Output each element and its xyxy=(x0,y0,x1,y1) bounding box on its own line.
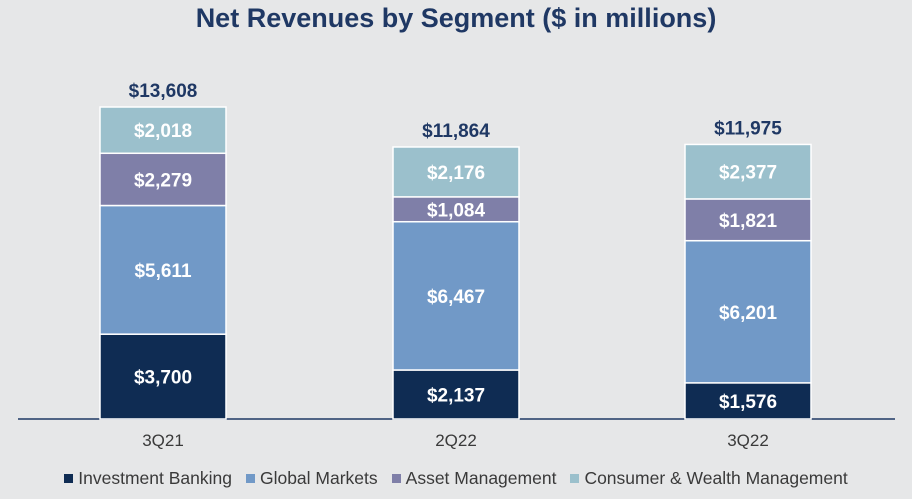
data-label: $3,700 xyxy=(134,368,192,389)
legend-label: Consumer & Wealth Management xyxy=(584,468,848,488)
bar-segment-global-markets-2q22 xyxy=(392,220,520,371)
legend-label: Investment Banking xyxy=(78,468,232,488)
bar-segment-consumer-wealth-management-2q22 xyxy=(392,146,520,198)
bar-segment-consumer-wealth-management-3q22 xyxy=(684,143,812,200)
legend-label: Global Markets xyxy=(259,468,378,488)
legend-label: Asset Management xyxy=(405,468,557,488)
data-label: $5,611 xyxy=(134,261,191,282)
bar-segment-investment-banking-2q22 xyxy=(392,369,520,420)
bar-segment-asset-management-2q22 xyxy=(392,196,520,223)
total-label: $11,975 xyxy=(714,118,782,139)
legend-swatch xyxy=(64,474,74,483)
bar-segment-investment-banking-3q22 xyxy=(684,382,812,420)
data-label: $2,137 xyxy=(427,386,485,407)
x-tick-label: 3Q22 xyxy=(727,431,769,450)
legend-item: Consumer & Wealth Management xyxy=(570,468,848,489)
bar-segment-investment-banking-3q21 xyxy=(99,333,227,420)
legend-swatch xyxy=(391,474,401,483)
bar-segment-asset-management-3q22 xyxy=(684,198,812,242)
legend-swatch xyxy=(245,474,255,483)
data-label: $6,467 xyxy=(427,287,485,308)
data-label: $2,377 xyxy=(719,163,777,184)
data-label: $1,084 xyxy=(427,200,486,221)
total-label: $11,864 xyxy=(422,121,490,142)
data-label: $2,018 xyxy=(134,121,192,142)
legend-item: Asset Management xyxy=(391,468,557,489)
data-label: $2,279 xyxy=(134,170,192,191)
x-tick-label: 2Q22 xyxy=(435,431,477,450)
legend-swatch xyxy=(570,474,580,483)
chart-title: Net Revenues by Segment ($ in millions) xyxy=(195,3,717,33)
legend-item: Global Markets xyxy=(245,468,378,489)
bar-segment-consumer-wealth-management-3q21 xyxy=(99,106,227,155)
data-label: $2,176 xyxy=(427,163,485,184)
x-tick-label: 3Q21 xyxy=(142,431,184,450)
data-label: $1,821 xyxy=(719,211,778,232)
data-label: $6,201 xyxy=(719,303,778,324)
data-label: $1,576 xyxy=(719,392,777,413)
legend: Investment Banking Global Markets Asset Ma… xyxy=(0,468,912,489)
bar-segment-global-markets-3q21 xyxy=(99,204,227,335)
legend-item: Investment Banking xyxy=(64,468,232,489)
total-label: $13,608 xyxy=(129,81,198,102)
